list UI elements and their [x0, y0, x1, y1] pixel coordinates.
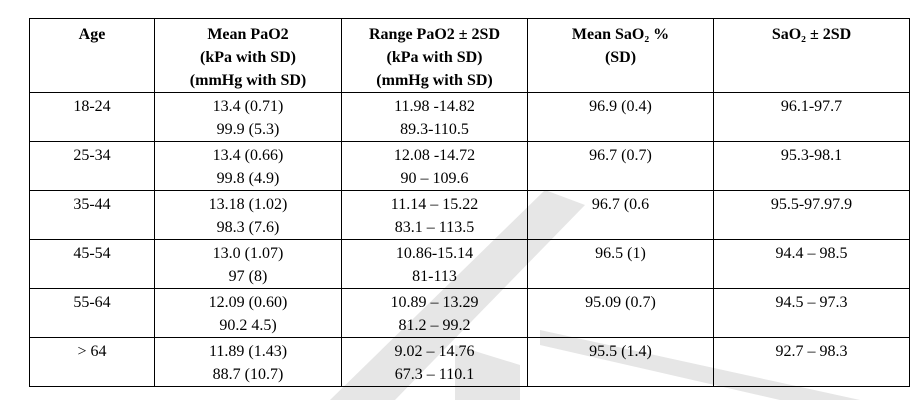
cell-age: 55-64 — [29, 288, 155, 338]
cell-age: 18-24 — [29, 92, 155, 142]
cell-text: 96.5 (1) — [595, 245, 646, 262]
cell-age: 35-44 — [29, 190, 155, 240]
cell-kpa: 13.4 (0.71) — [212, 98, 284, 115]
cell-kpa: 13.18 (1.02) — [208, 196, 288, 213]
cell-range-pao2: 11.14 – 15.22 83.1 – 113.5 — [341, 190, 528, 240]
cell-mean-sao2: 95.5 (1.4) — [527, 337, 714, 387]
cell-mean-sao2: 95.09 (0.7) — [527, 288, 714, 338]
cell-mmhg: 83.1 – 113.5 — [394, 219, 475, 236]
cell-mean-sao2: 96.7 (0.7) — [527, 141, 714, 191]
header-line: SaO₂ ± 2SD — [771, 26, 852, 43]
header-line: Mean PaO2 — [207, 26, 289, 43]
header-line: Mean SaO₂ % — [571, 26, 670, 43]
cell-kpa: 9.02 – 14.76 — [394, 343, 475, 360]
cell-mean-pao2: 12.09 (0.60) 90.2 4.5) — [154, 288, 342, 338]
cell-text: 94.5 – 97.3 — [775, 294, 848, 311]
cell-text: 95.09 (0.7) — [585, 294, 656, 311]
cell-mean-sao2: 96.7 (0.6 — [527, 190, 714, 240]
table-row: 18-24 13.4 (0.71) 99.9 (5.3) 11.98 -14.8… — [29, 92, 910, 142]
blood-gas-reference-table: Age Mean PaO2 (kPa with SD) (mmHg with S… — [29, 18, 910, 387]
cell-text: > 64 — [77, 343, 107, 360]
cell-kpa: 12.08 -14.72 — [393, 147, 476, 164]
cell-mean-pao2: 13.4 (0.66) 99.8 (4.9) — [154, 141, 342, 191]
cell-text: 45-54 — [73, 245, 111, 262]
table-header-row: Age Mean PaO2 (kPa with SD) (mmHg with S… — [29, 18, 910, 93]
cell-mmhg: 81-113 — [412, 268, 457, 285]
cell-mmhg: 99.8 (4.9) — [216, 170, 280, 187]
cell-kpa: 11.14 – 15.22 — [390, 196, 479, 213]
header-line: (mmHg with SD) — [189, 72, 307, 89]
cell-kpa: 13.4 (0.66) — [212, 147, 284, 164]
cell-sao2-range: 94.4 – 98.5 — [713, 239, 910, 289]
header-sao2-range: SaO₂ ± 2SD — [713, 18, 910, 93]
cell-text: 92.7 – 98.3 — [775, 343, 848, 360]
table-row: 25-34 13.4 (0.66) 99.8 (4.9) 12.08 -14.7… — [29, 141, 910, 191]
cell-mean-pao2: 13.0 (1.07) 97 (8) — [154, 239, 342, 289]
cell-age: 25-34 — [29, 141, 155, 191]
header-line: (SD) — [604, 49, 637, 66]
table-row: > 64 11.89 (1.43) 88.7 (10.7) 9.02 – 14.… — [29, 337, 910, 387]
cell-mmhg: 99.9 (5.3) — [216, 121, 280, 138]
cell-mean-sao2: 96.9 (0.4) — [527, 92, 714, 142]
cell-text: 55-64 — [73, 294, 111, 311]
header-line: Range PaO2 ± 2SD — [368, 26, 500, 43]
cell-range-pao2: 10.86-15.14 81-113 — [341, 239, 528, 289]
cell-kpa: 10.89 – 13.29 — [390, 294, 479, 311]
cell-sao2-range: 96.1-97.7 — [713, 92, 910, 142]
header-line: (kPa with SD) — [386, 49, 483, 66]
cell-range-pao2: 10.89 – 13.29 81.2 – 99.2 — [341, 288, 528, 338]
cell-age: > 64 — [29, 337, 155, 387]
header-line: (kPa with SD) — [199, 49, 296, 66]
cell-mmhg: 90.2 4.5) — [219, 317, 277, 334]
header-mean-pao2: Mean PaO2 (kPa with SD) (mmHg with SD) — [154, 18, 342, 93]
cell-text: 96.1-97.7 — [780, 98, 843, 115]
cell-sao2-range: 92.7 – 98.3 — [713, 337, 910, 387]
cell-text: 95.5 (1.4) — [589, 343, 652, 360]
cell-mean-pao2: 13.4 (0.71) 99.9 (5.3) — [154, 92, 342, 142]
header-mean-sao2: Mean SaO₂ % (SD) — [527, 18, 714, 93]
cell-mean-pao2: 13.18 (1.02) 98.3 (7.6) — [154, 190, 342, 240]
cell-kpa: 13.0 (1.07) — [212, 245, 284, 262]
cell-age: 45-54 — [29, 239, 155, 289]
cell-text: 18-24 — [73, 98, 111, 115]
cell-mmhg: 67.3 – 110.1 — [394, 366, 475, 383]
cell-kpa: 12.09 (0.60) — [208, 294, 288, 311]
table-row: 45-54 13.0 (1.07) 97 (8) 10.86-15.14 81-… — [29, 239, 910, 289]
header-range-pao2: Range PaO2 ± 2SD (kPa with SD) (mmHg wit… — [341, 18, 528, 93]
header-line: (mmHg with SD) — [376, 72, 493, 89]
cell-text: 94.4 – 98.5 — [775, 245, 848, 262]
cell-range-pao2: 9.02 – 14.76 67.3 – 110.1 — [341, 337, 528, 387]
cell-sao2-range: 95.3-98.1 — [713, 141, 910, 191]
cell-text: 25-34 — [73, 147, 111, 164]
cell-text: 96.7 (0.7) — [589, 147, 652, 164]
table-row: 55-64 12.09 (0.60) 90.2 4.5) 10.89 – 13.… — [29, 288, 910, 338]
cell-kpa: 11.89 (1.43) — [208, 343, 288, 360]
cell-mean-sao2: 96.5 (1) — [527, 239, 714, 289]
cell-kpa: 11.98 -14.82 — [394, 98, 475, 115]
cell-mmhg: 81.2 – 99.2 — [398, 317, 471, 334]
cell-text: 95.5-97.97.9 — [770, 196, 853, 213]
cell-sao2-range: 95.5-97.97.9 — [713, 190, 910, 240]
cell-text: 96.9 (0.4) — [589, 98, 652, 115]
cell-range-pao2: 12.08 -14.72 90 – 109.6 — [341, 141, 528, 191]
cell-range-pao2: 11.98 -14.82 89.3-110.5 — [341, 92, 528, 142]
header-age: Age — [29, 18, 155, 93]
cell-text: 95.3-98.1 — [780, 147, 843, 164]
cell-mmhg: 89.3-110.5 — [400, 121, 469, 138]
cell-text: 96.7 (0.6 — [591, 196, 650, 213]
cell-mean-pao2: 11.89 (1.43) 88.7 (10.7) — [154, 337, 342, 387]
cell-mmhg: 88.7 (10.7) — [212, 366, 284, 383]
cell-kpa: 10.86-15.14 — [395, 245, 474, 262]
header-line: Age — [78, 26, 106, 43]
cell-mmhg: 98.3 (7.6) — [216, 219, 280, 236]
table-row: 35-44 13.18 (1.02) 98.3 (7.6) 11.14 – 15… — [29, 190, 910, 240]
cell-sao2-range: 94.5 – 97.3 — [713, 288, 910, 338]
cell-mmhg: 97 (8) — [228, 268, 268, 285]
cell-mmhg: 90 – 109.6 — [400, 170, 469, 187]
cell-text: 35-44 — [73, 196, 111, 213]
